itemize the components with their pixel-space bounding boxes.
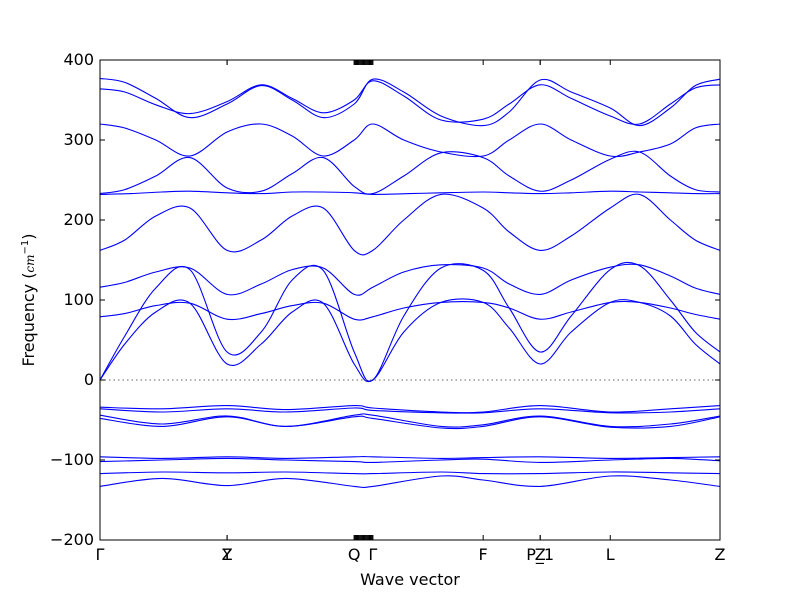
band-line-5 bbox=[99, 190, 721, 195]
x-tick-label: Z bbox=[535, 545, 546, 564]
y-axis-label-text: Frequency ( bbox=[19, 273, 38, 367]
band-lines bbox=[99, 77, 721, 489]
x-axis-ticks: Γ ZY Q Γ F P_1Z L Z bbox=[96, 60, 726, 565]
y-tick-label: 200 bbox=[63, 210, 94, 229]
band-line-11 bbox=[99, 405, 721, 414]
x-tick-label: P_1 bbox=[526, 545, 554, 565]
band-line-13 bbox=[99, 413, 721, 428]
band-line-9 bbox=[99, 298, 721, 383]
y-axis-label-exponent: −1 bbox=[20, 240, 31, 255]
x-axis-label: Wave vector bbox=[360, 570, 460, 589]
y-tick-label: 400 bbox=[63, 50, 94, 69]
band-line-18 bbox=[99, 475, 721, 489]
band-line-4 bbox=[99, 150, 721, 195]
band-line-12 bbox=[99, 407, 721, 414]
band-line-3 bbox=[99, 123, 721, 158]
x-tick-label: Z bbox=[222, 545, 233, 564]
band-line-8 bbox=[99, 261, 721, 382]
band-line-2 bbox=[99, 80, 721, 125]
band-line-14 bbox=[99, 415, 721, 430]
y-tick-label: 300 bbox=[63, 130, 94, 149]
band-line-15 bbox=[99, 456, 721, 459]
y-axis-label-unit: cm bbox=[23, 254, 37, 272]
y-tick-label: 100 bbox=[63, 290, 94, 309]
band-line-17 bbox=[99, 471, 721, 475]
x-tick-label: Γ bbox=[96, 545, 105, 564]
x-tick-label: Y bbox=[221, 545, 232, 564]
y-axis-label-close: ) bbox=[19, 233, 38, 239]
y-axis-label: Frequency (cm−1) bbox=[19, 233, 38, 366]
x-tick-label: F bbox=[479, 545, 488, 564]
band-line-6 bbox=[99, 193, 721, 256]
band-line-1 bbox=[99, 77, 721, 127]
band-line-7 bbox=[99, 263, 721, 296]
y-tick-label: −200 bbox=[50, 530, 94, 549]
x-tick-label: Z bbox=[715, 545, 726, 564]
x-tick-label: L bbox=[606, 545, 615, 564]
y-tick-label: 0 bbox=[84, 370, 94, 389]
band-line-16 bbox=[99, 457, 721, 464]
y-tick-label: −100 bbox=[50, 450, 94, 469]
x-tick-label: Q bbox=[348, 545, 361, 564]
band-line-10 bbox=[99, 300, 721, 321]
x-tick-label: Γ bbox=[368, 545, 377, 564]
y-axis-ticks: −200 −100 0 100 200 300 400 bbox=[50, 50, 720, 549]
